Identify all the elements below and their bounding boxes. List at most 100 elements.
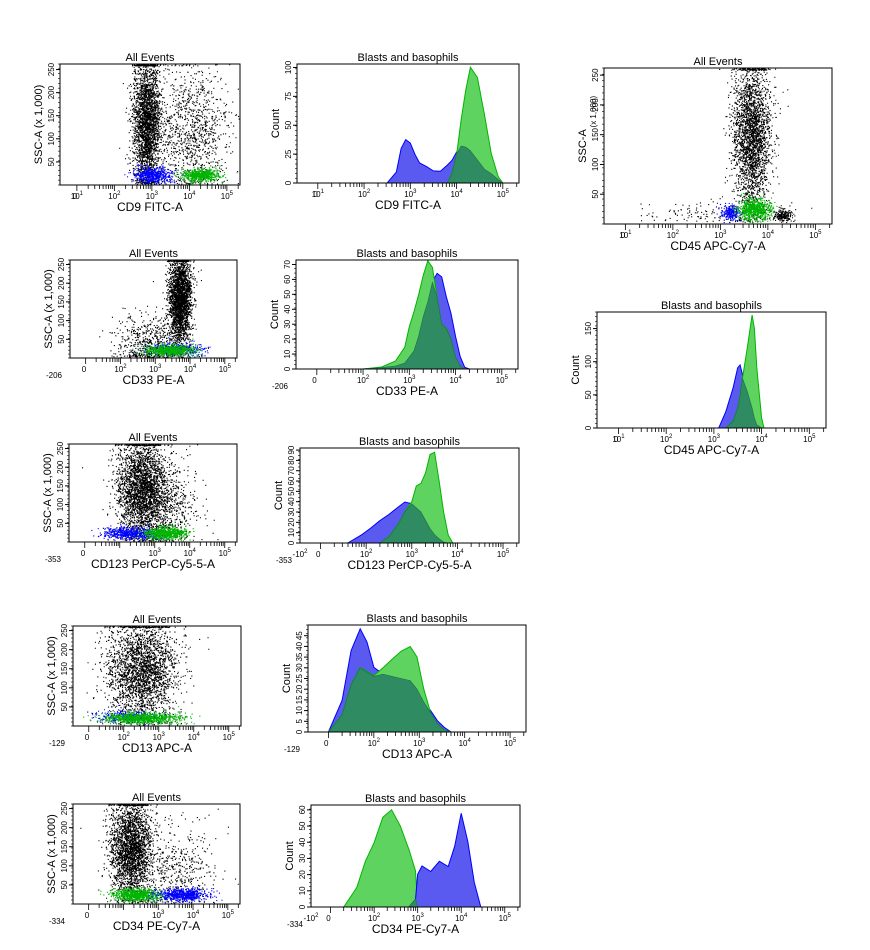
x-axis: -353-102 0 102 103 104 105 bbox=[276, 543, 518, 565]
cd9-dot-panel: All Events 50 100 150 200 250 SSC-A (x 1,000) 0… bbox=[15, 44, 265, 220]
y-tick-label: 0 bbox=[298, 904, 307, 909]
y-tick-label: 35 bbox=[295, 652, 304, 661]
x-axis-label: CD13 APC-A bbox=[382, 747, 452, 761]
x-tick-label: 102 bbox=[368, 738, 381, 748]
cluster-dots bbox=[719, 68, 789, 224]
y-axis: 0 10 20 30 40 50 60 70 bbox=[283, 259, 296, 371]
cd33-dot-panel: All Events 50 100 150 200 250 SSC-A (x 1,000) -… bbox=[25, 240, 262, 393]
y-tick-label: 10 bbox=[283, 349, 292, 358]
y-tick-label: 40 bbox=[295, 641, 304, 650]
chart-title: All Events bbox=[129, 248, 178, 260]
x-tick-label: 104 bbox=[455, 913, 468, 923]
cluster-dots bbox=[148, 886, 223, 904]
y-tick-label: 150 bbox=[56, 479, 65, 493]
y-axis-label: Count bbox=[281, 664, 293, 693]
cd34-hist-panel: Blasts and basophils 0 10 20 30 40 50 60 Count -3… bbox=[266, 785, 545, 942]
y-axis: 0 25 50 75 100 bbox=[284, 60, 297, 185]
x-tick-label: 104 bbox=[184, 548, 197, 558]
cluster-dots bbox=[174, 165, 238, 185]
x-axis-label: CD34 PE-Cy7-A bbox=[113, 919, 200, 933]
cluster-dots bbox=[767, 202, 796, 224]
y-tick-label: 10 bbox=[287, 528, 296, 537]
y-tick-label: 90 bbox=[287, 445, 296, 454]
cd13-hist-svg: Blasts and basophils051015202530354045Co… bbox=[281, 613, 527, 761]
x-tick-label: 104 bbox=[755, 434, 768, 444]
x-tick-label: 0 bbox=[85, 911, 90, 920]
x-tick-label: 103 bbox=[412, 913, 425, 923]
y-tick-label: 50 bbox=[283, 289, 292, 298]
y-tick-label: 250 bbox=[591, 68, 600, 82]
x-tick-label: 104 bbox=[762, 230, 775, 240]
y-tick-label: 50 bbox=[591, 189, 600, 198]
cluster-blasts bbox=[124, 163, 183, 185]
y-tick-label: 50 bbox=[56, 518, 65, 527]
cluster-dots bbox=[114, 519, 195, 542]
chart-title: Blasts and basophils bbox=[357, 248, 458, 260]
chart-title: All Events bbox=[694, 56, 743, 68]
cluster-dots bbox=[731, 192, 778, 223]
cd9-hist-panel: Blasts and basophils 0 25 50 75 100 Count 0 101 1… bbox=[252, 44, 544, 218]
x-axis-label: CD123 PerCP-Cy5-5-A bbox=[347, 558, 471, 572]
x-axis: -206 0 102 103 104 105 bbox=[46, 358, 236, 380]
cd45-dot-panel: All Events 50 100 150 200 250 SSC-A (x 1,000) 0 1… bbox=[559, 48, 857, 259]
x-tick-label: 101 bbox=[71, 191, 84, 201]
x-axis: -206 0 102 103 104 105 bbox=[272, 369, 517, 391]
y-axis: 0 50 100 150 bbox=[584, 311, 597, 430]
cluster-dots bbox=[132, 338, 207, 358]
scatter-points bbox=[99, 260, 211, 358]
cluster-dots bbox=[86, 626, 210, 726]
x-tick-label: 102 bbox=[108, 191, 121, 201]
y-tick-label: 100 bbox=[591, 157, 600, 171]
scatter-points bbox=[640, 68, 813, 224]
x-tick-label: 104 bbox=[451, 549, 464, 559]
y-axis-label: Count bbox=[270, 109, 282, 138]
y-tick-label: 150 bbox=[57, 295, 66, 309]
x-tick-label: -129 bbox=[284, 745, 301, 754]
chart-title: All Events bbox=[126, 52, 175, 64]
x-tick-label: 104 bbox=[184, 364, 197, 374]
x-tick-label: 102 bbox=[360, 549, 373, 559]
chart-title: Blasts and basophils bbox=[358, 52, 459, 64]
cd34-dot-panel: All Events 50 100 150 200 250 SSC-A (x 1,000) -… bbox=[28, 784, 265, 939]
scatter-points bbox=[80, 804, 239, 904]
x-axis-label: CD123 PerCP-Cy5-5-A bbox=[91, 557, 215, 571]
cluster-dots bbox=[82, 444, 189, 542]
x-tick-label: 103 bbox=[403, 375, 416, 385]
y-tick-label: 20 bbox=[287, 517, 296, 526]
cluster-basophils bbox=[174, 165, 238, 185]
plot-frame bbox=[603, 67, 833, 225]
cluster-dots bbox=[124, 163, 183, 185]
y-tick-label: 200 bbox=[47, 85, 56, 99]
y-tick-label: 20 bbox=[298, 870, 307, 879]
x-tick-label: 0 bbox=[621, 231, 626, 240]
x-axis: -129 0 102 103 104 105 bbox=[49, 726, 240, 748]
cluster-all_sparse bbox=[105, 804, 239, 904]
y-tick-label: 30 bbox=[283, 319, 292, 328]
cd33-hist-svg: Blasts and basophils010203040506070Count… bbox=[269, 248, 519, 398]
x-tick-label: 0 bbox=[312, 376, 317, 385]
x-tick-label: -102 bbox=[293, 549, 309, 559]
y-tick-label: 250 bbox=[60, 623, 69, 637]
y-tick-label: 0 bbox=[584, 425, 593, 430]
x-axis-label: CD34 PE-Cy7-A bbox=[372, 922, 459, 936]
x-tick-label: 0 bbox=[316, 550, 321, 559]
y-axis-label: SSC-A (x 1,000) bbox=[42, 453, 54, 532]
x-tick-label: 104 bbox=[459, 738, 472, 748]
x-tick-label: 103 bbox=[413, 738, 426, 748]
y-tick-label: 70 bbox=[287, 466, 296, 475]
x-tick-label: -353 bbox=[45, 555, 62, 564]
x-tick-label: 105 bbox=[497, 549, 510, 559]
x-tick-label: 0 bbox=[614, 435, 619, 444]
chart-title: Blasts and basophils bbox=[365, 793, 466, 805]
x-tick-label: 103 bbox=[152, 910, 165, 920]
scatter-points bbox=[83, 626, 210, 726]
y-tick-label: 150 bbox=[591, 127, 600, 141]
y-tick-label: 50 bbox=[284, 120, 293, 129]
cluster-basophils bbox=[114, 519, 195, 542]
